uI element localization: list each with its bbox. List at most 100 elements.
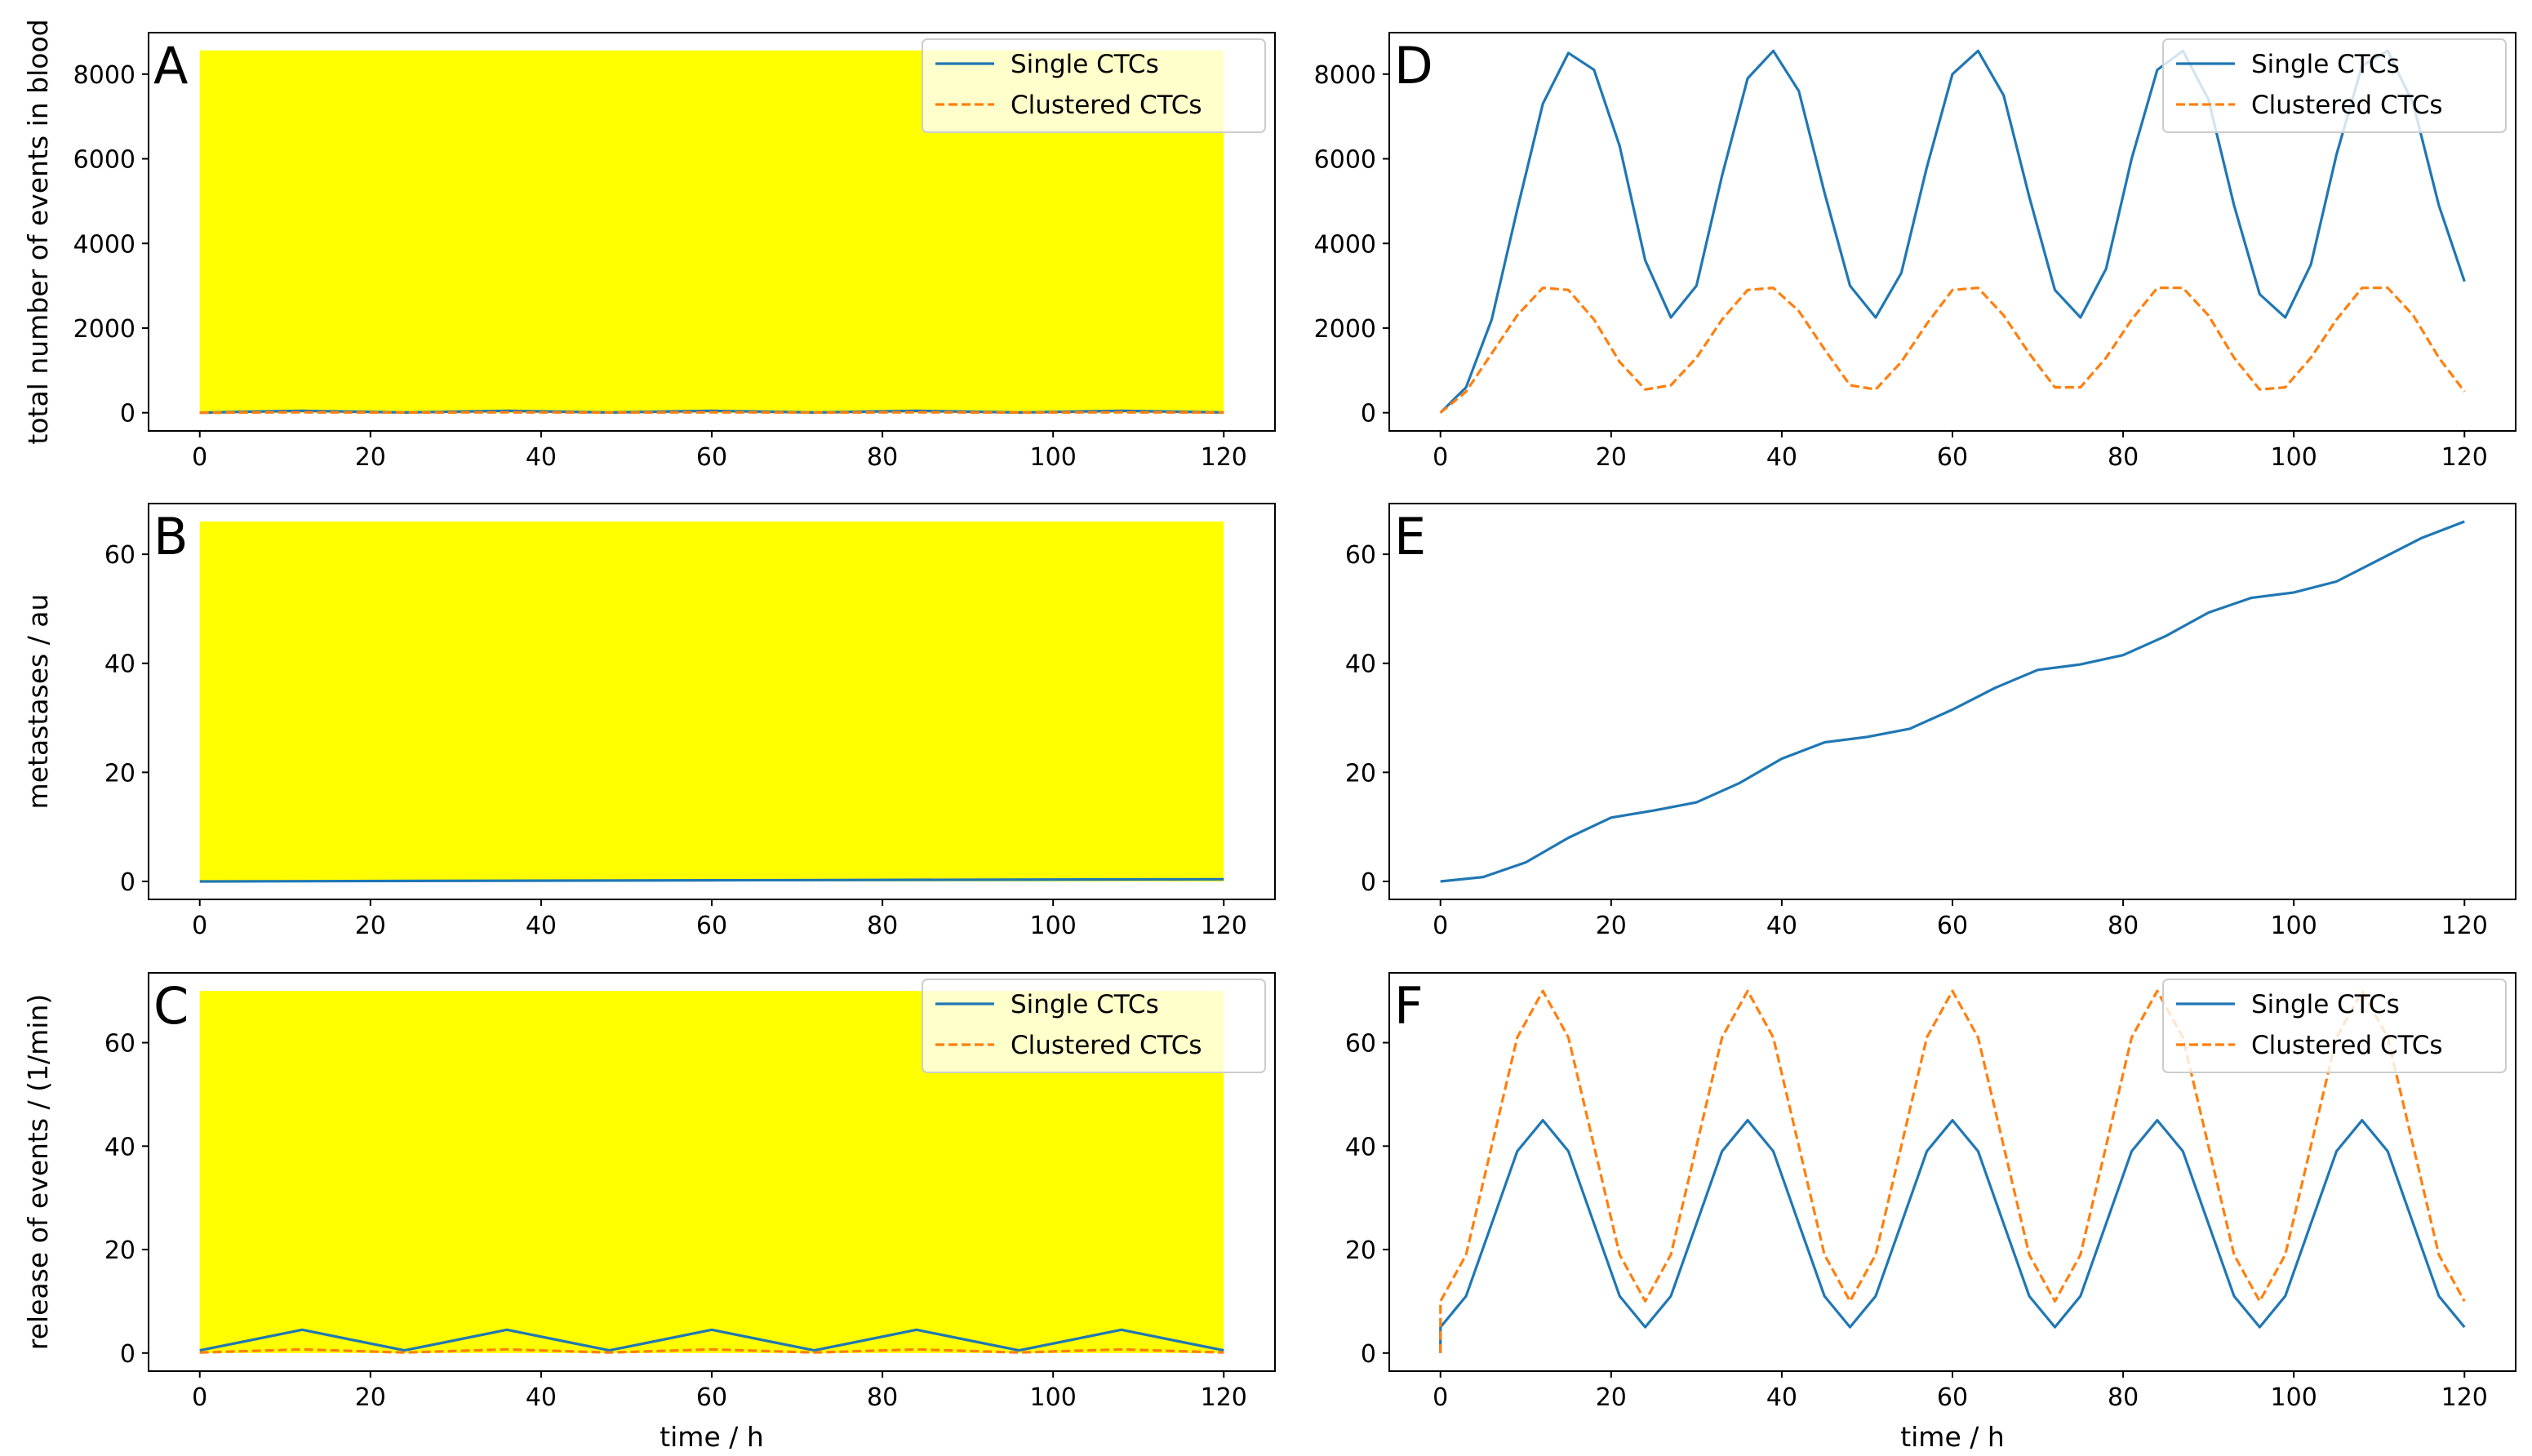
x-tick-label: 0: [1433, 1383, 1448, 1412]
panel-letter: A: [153, 36, 188, 95]
y-tick-label: 0: [120, 1340, 135, 1369]
y-tick-label: 8000: [73, 61, 135, 90]
legend-box: [922, 979, 1266, 1073]
series-line-clustered-ctcs: [199, 411, 1224, 415]
y-tick-label: 40: [104, 650, 135, 679]
series-line-single-ctcs: [1440, 520, 2465, 883]
x-tick-label: 0: [1433, 443, 1448, 472]
y-tick-label: 6000: [73, 146, 135, 175]
y-tick-label: 20: [1345, 759, 1376, 788]
y-tick-label: 40: [1345, 650, 1376, 679]
y-tick-label: 60: [104, 1030, 135, 1059]
panel-e: 0 20 40 60 80 100 120 0 20 40 60 E: [1345, 503, 2516, 940]
y-tick-label: 4000: [1314, 230, 1376, 259]
x-tick-label: 20: [355, 912, 386, 940]
y-tick-label: 4000: [73, 230, 135, 259]
legend-entry: Clustered CTCs: [1011, 1031, 1202, 1060]
legend-entry: Single CTCs: [2251, 990, 2400, 1019]
x-tick-label: 100: [2271, 912, 2317, 940]
x-tick-label: 20: [1596, 912, 1627, 940]
x-tick-label: 100: [1030, 443, 1077, 472]
y-axis-label: total number of events in blood: [22, 19, 54, 444]
axes-frame: [1388, 503, 2516, 900]
y-tick-label: 40: [1345, 1133, 1376, 1161]
series-line-single-ctcs: [1439, 1119, 2466, 1353]
legend-box: [2162, 979, 2507, 1073]
legend: Single CTCs Clustered CTCs: [922, 979, 1266, 1073]
x-tick-label: 80: [867, 912, 898, 940]
x-tick-label: 40: [1766, 443, 1797, 472]
x-axis-label: time / h: [660, 1421, 764, 1453]
y-tick-label: 8000: [1314, 61, 1376, 90]
y-tick-label: 60: [1345, 541, 1376, 570]
y-axis-label: release of events / (1/min): [22, 994, 54, 1351]
y-tick-label: 0: [1361, 400, 1376, 428]
x-tick-label: 120: [2441, 1383, 2488, 1412]
x-tick-label: 0: [192, 1383, 207, 1412]
legend-entry: Clustered CTCs: [2251, 1031, 2443, 1060]
x-axis-label: time / h: [1900, 1421, 2005, 1453]
series-line-single-ctcs: [199, 1328, 1224, 1352]
y-tick-label: 0: [1361, 1340, 1376, 1369]
panel-letter: D: [1394, 36, 1433, 95]
x-tick-label: 40: [526, 1383, 557, 1412]
y-tick-label: 2000: [1314, 315, 1376, 344]
x-tick-label: 20: [1596, 443, 1627, 472]
legend: Single CTCs Clustered CTCs: [2162, 38, 2507, 133]
x-tick-label: 80: [2108, 912, 2139, 940]
series-line-clustered-ctcs: [1439, 286, 2466, 414]
panel-d: 0 20 40 60 80 100 120 0 2000 4000 6000 8000 D Single …: [1314, 32, 2516, 472]
y-tick-label: 20: [104, 1236, 135, 1265]
series-line-clustered-ctcs: [199, 1347, 1224, 1354]
legend-entry: Single CTCs: [2251, 50, 2400, 79]
x-tick-label: 120: [1201, 912, 1247, 940]
y-tick-label: 2000: [73, 315, 135, 344]
x-tick-label: 20: [1596, 1383, 1627, 1412]
panel-letter: E: [1394, 507, 1426, 566]
x-tick-label: 100: [1030, 912, 1077, 940]
highlight-region: [199, 522, 1224, 881]
x-tick-label: 80: [867, 1383, 898, 1412]
y-tick-label: 6000: [1314, 146, 1376, 175]
series-line-clustered-ctcs: [1439, 989, 2466, 1353]
x-tick-label: 0: [192, 443, 207, 472]
x-tick-label: 100: [1030, 1383, 1077, 1412]
x-tick-label: 60: [1937, 1383, 1968, 1412]
legend-box: [922, 38, 1266, 133]
x-tick-label: 60: [696, 912, 727, 940]
x-tick-label: 60: [1937, 443, 1968, 472]
x-tick-label: 20: [355, 1383, 386, 1412]
legend-entry: Single CTCs: [1011, 50, 1159, 79]
legend-entry: Clustered CTCs: [2251, 91, 2443, 120]
y-tick-label: 0: [120, 868, 135, 897]
legend: Single CTCs Clustered CTCs: [922, 38, 1266, 133]
x-tick-label: 100: [2271, 1383, 2317, 1412]
panel-letter: B: [153, 507, 189, 566]
x-tick-label: 60: [696, 1383, 727, 1412]
x-tick-label: 120: [1201, 1383, 1247, 1412]
y-tick-label: 60: [1345, 1030, 1376, 1059]
panel-letter: F: [1394, 976, 1424, 1036]
x-tick-label: 120: [1201, 443, 1247, 472]
y-tick-label: 0: [1361, 868, 1376, 897]
x-tick-label: 60: [696, 443, 727, 472]
y-tick-label: 60: [104, 541, 135, 570]
legend: Single CTCs Clustered CTCs: [2162, 979, 2507, 1073]
x-tick-label: 0: [192, 912, 207, 940]
x-tick-label: 100: [2271, 443, 2317, 472]
x-tick-label: 80: [2108, 1383, 2139, 1412]
y-tick-label: 0: [120, 400, 135, 428]
x-tick-label: 80: [867, 443, 898, 472]
legend-entry: Single CTCs: [1011, 990, 1159, 1019]
x-tick-label: 0: [1433, 912, 1448, 940]
series-line-single-ctcs: [1439, 49, 2466, 414]
x-tick-label: 80: [2108, 443, 2139, 472]
x-tick-label: 40: [1766, 912, 1797, 940]
y-axis-label: metastases / au: [22, 594, 54, 810]
x-tick-label: 40: [526, 912, 557, 940]
x-tick-label: 60: [1937, 912, 1968, 940]
